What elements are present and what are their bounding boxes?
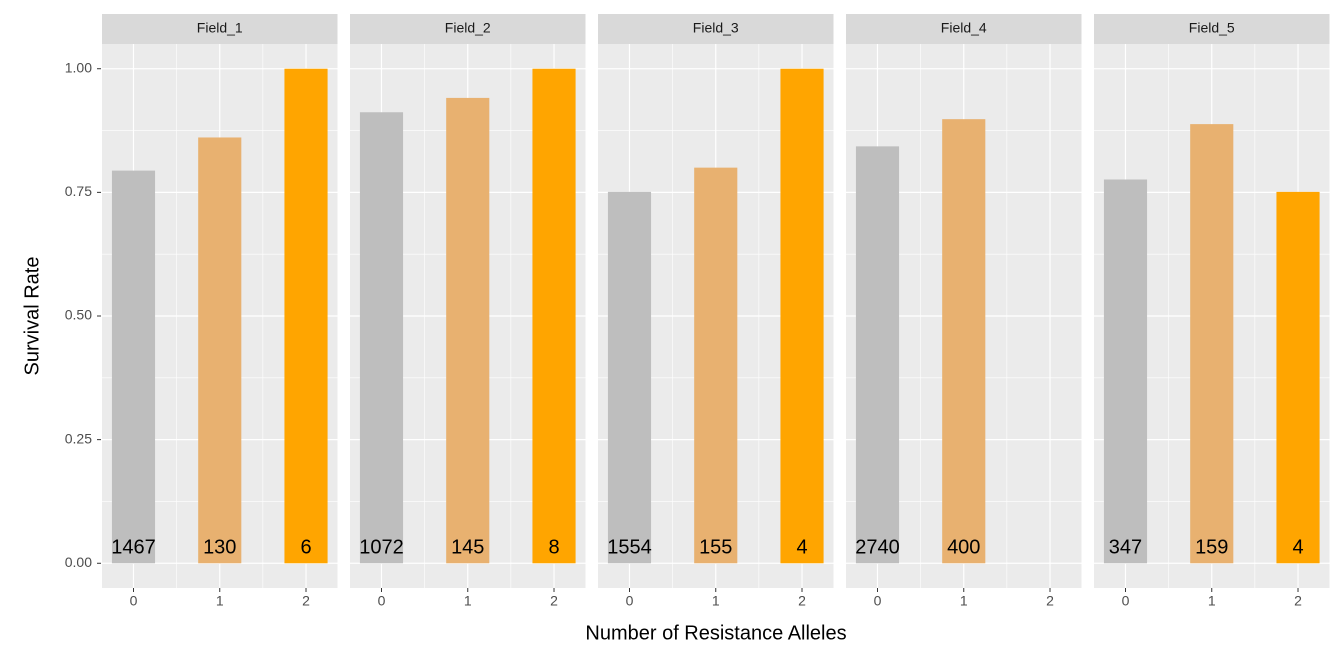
strip-title: Field_5 xyxy=(1189,20,1235,36)
x-tick-label: 2 xyxy=(1294,593,1302,609)
x-tick-label: 0 xyxy=(1122,593,1130,609)
bar xyxy=(532,68,576,564)
bar xyxy=(446,97,490,564)
count-label: 1554 xyxy=(607,536,652,558)
y-tick-label: 0.00 xyxy=(65,554,92,570)
count-label: 145 xyxy=(451,536,484,558)
count-label: 347 xyxy=(1109,536,1142,558)
strip xyxy=(1094,14,1330,44)
y-tick-label: 1.00 xyxy=(65,59,92,75)
x-axis-title: Number of Resistance Alleles xyxy=(585,622,846,644)
strip xyxy=(846,14,1082,44)
x-tick-label: 1 xyxy=(1208,593,1216,609)
bar xyxy=(694,167,738,564)
bar xyxy=(607,191,652,564)
bar xyxy=(1190,124,1234,564)
x-tick-label: 1 xyxy=(960,593,968,609)
strip-title: Field_3 xyxy=(693,20,739,36)
count-label: 1467 xyxy=(111,536,156,558)
bar xyxy=(284,68,328,564)
x-tick-label: 2 xyxy=(798,593,806,609)
x-tick-label: 2 xyxy=(1046,593,1054,609)
strip xyxy=(350,14,586,44)
strip xyxy=(102,14,338,44)
strip-title: Field_1 xyxy=(197,20,243,36)
x-tick-label: 0 xyxy=(130,593,138,609)
bar xyxy=(198,137,242,564)
bar xyxy=(1103,179,1148,564)
x-tick-label: 1 xyxy=(216,593,224,609)
x-tick-label: 0 xyxy=(378,593,386,609)
bar xyxy=(359,112,404,564)
bar xyxy=(111,170,156,564)
strip-title: Field_2 xyxy=(445,20,491,36)
x-tick-label: 1 xyxy=(712,593,720,609)
count-label: 155 xyxy=(699,536,732,558)
x-tick-label: 1 xyxy=(464,593,472,609)
count-label: 2740 xyxy=(855,536,900,558)
bar xyxy=(780,68,824,564)
count-label: 4 xyxy=(796,536,807,558)
y-tick-label: 0.75 xyxy=(65,183,92,199)
count-label: 4 xyxy=(1292,536,1303,558)
count-label: 159 xyxy=(1195,536,1228,558)
y-tick-label: 0.25 xyxy=(65,430,92,446)
y-axis-title: Survival Rate xyxy=(21,257,43,376)
y-tick-label: 0.50 xyxy=(65,307,92,323)
strip xyxy=(598,14,834,44)
count-label: 6 xyxy=(300,536,311,558)
count-label: 1072 xyxy=(359,536,404,558)
bar xyxy=(942,119,986,564)
x-tick-label: 0 xyxy=(874,593,882,609)
x-tick-label: 2 xyxy=(302,593,310,609)
count-label: 130 xyxy=(203,536,236,558)
x-tick-label: 2 xyxy=(550,593,558,609)
count-label: 8 xyxy=(548,536,559,558)
count-label: 400 xyxy=(947,536,980,558)
bar xyxy=(855,146,900,564)
strip-title: Field_4 xyxy=(941,20,987,36)
x-tick-label: 0 xyxy=(626,593,634,609)
bar xyxy=(1276,191,1320,564)
